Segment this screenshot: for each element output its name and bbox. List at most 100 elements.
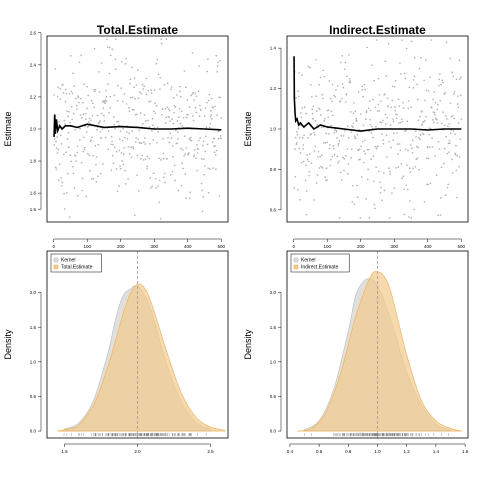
draw-point <box>335 89 337 91</box>
draw-point <box>336 84 339 87</box>
draw-point <box>429 76 431 79</box>
draw-point <box>157 73 160 76</box>
draw-point <box>297 90 299 92</box>
draw-point <box>417 119 420 122</box>
draw-point <box>144 158 147 161</box>
draw-point <box>61 83 64 86</box>
draw-point <box>376 145 379 148</box>
draw-point <box>369 123 372 126</box>
draw-point <box>82 150 85 153</box>
draw-point <box>388 217 391 219</box>
draw-point <box>321 167 324 169</box>
draw-point <box>98 70 100 73</box>
draw-point <box>455 169 458 172</box>
draw-point <box>384 93 386 95</box>
draw-point <box>308 153 311 155</box>
draw-point <box>203 158 205 161</box>
draw-point <box>294 136 297 139</box>
draw-point <box>420 56 422 59</box>
draw-point <box>103 114 105 117</box>
draw-point <box>423 201 426 203</box>
draw-point <box>302 160 305 163</box>
draw-point <box>425 115 427 118</box>
draw-point <box>135 84 138 86</box>
draw-point <box>159 217 162 220</box>
draw-point <box>133 214 136 216</box>
draw-point <box>438 78 441 81</box>
draw-point <box>144 137 146 139</box>
draw-point <box>155 104 158 107</box>
draw-point <box>82 113 85 116</box>
draw-point <box>178 116 180 119</box>
draw-point <box>163 172 166 175</box>
draw-point <box>116 190 119 193</box>
draw-point <box>347 163 350 165</box>
draw-point <box>117 120 120 123</box>
draw-point <box>299 112 302 114</box>
draw-point <box>453 117 456 120</box>
posterior-density-area <box>57 283 226 432</box>
draw-point <box>183 154 185 157</box>
draw-point <box>394 106 396 108</box>
draw-point <box>114 128 116 130</box>
draw-point <box>209 115 212 118</box>
draw-point <box>64 100 67 103</box>
draw-point <box>298 147 301 150</box>
draw-point <box>350 131 353 133</box>
draw-point <box>419 138 421 141</box>
draw-point <box>59 98 61 100</box>
draw-point <box>316 123 319 126</box>
draw-point <box>164 181 166 184</box>
rug-marks <box>63 433 207 437</box>
draw-point <box>87 94 90 97</box>
draw-point <box>110 143 112 146</box>
draw-point <box>95 180 98 183</box>
draw-point <box>148 101 150 103</box>
draw-point <box>179 95 182 98</box>
draw-point <box>309 83 312 86</box>
draw-point <box>165 116 167 119</box>
draw-point <box>59 134 62 137</box>
draw-point <box>80 161 83 164</box>
draw-point <box>157 131 160 133</box>
draw-point <box>415 158 418 161</box>
draw-point <box>92 154 95 157</box>
draw-point <box>346 148 349 150</box>
draw-point <box>172 96 175 99</box>
draw-point <box>320 165 323 168</box>
draw-point <box>190 94 192 97</box>
draw-point <box>302 147 304 150</box>
draw-point <box>58 120 60 123</box>
draw-point <box>340 61 342 64</box>
draw-point <box>333 94 335 97</box>
draw-point <box>100 137 103 139</box>
draw-point <box>60 143 63 145</box>
draw-point <box>444 91 447 94</box>
x-tick-label: 200 <box>117 244 125 249</box>
draw-point <box>159 76 162 79</box>
draw-point <box>188 106 191 108</box>
draw-point <box>439 214 442 216</box>
draw-point <box>300 116 303 119</box>
draw-point <box>312 105 315 108</box>
draw-point <box>175 94 178 96</box>
legend-entry: Indirect.Estimate <box>301 265 338 271</box>
draw-point <box>170 88 172 91</box>
draw-point <box>425 157 428 160</box>
draw-point <box>410 217 413 219</box>
draw-point <box>67 131 70 134</box>
draw-point <box>72 172 75 175</box>
draw-point <box>209 168 211 170</box>
draw-point <box>401 120 404 123</box>
draw-point <box>345 93 348 95</box>
draw-point <box>417 146 419 149</box>
draw-point <box>430 106 433 109</box>
x-tick-label: 100 <box>83 244 91 249</box>
draw-point <box>87 125 90 127</box>
draw-point <box>357 149 360 152</box>
draw-point <box>155 187 157 189</box>
draw-point <box>116 100 119 102</box>
draw-point <box>345 154 347 157</box>
draw-point <box>193 148 196 151</box>
draw-point <box>135 113 138 116</box>
